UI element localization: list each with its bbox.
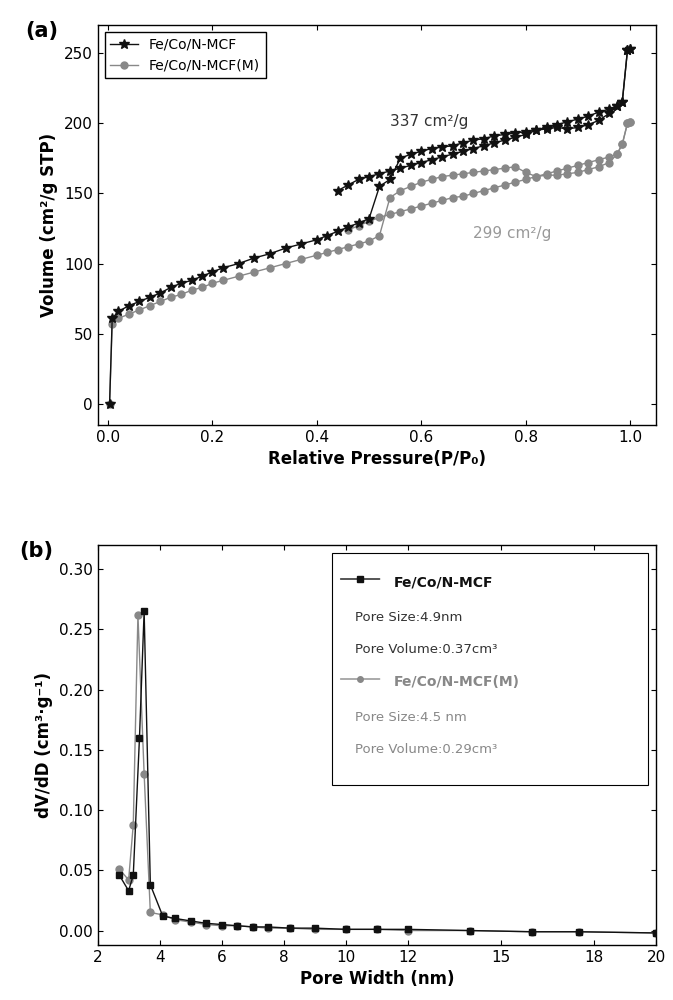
Text: Pore Volume:0.37cm³: Pore Volume:0.37cm³ bbox=[355, 643, 497, 656]
Text: 337 cm²/g: 337 cm²/g bbox=[390, 114, 468, 129]
FancyBboxPatch shape bbox=[332, 553, 648, 785]
Text: 299 cm²/g: 299 cm²/g bbox=[474, 226, 552, 241]
Text: Pore Size:4.5 nm: Pore Size:4.5 nm bbox=[355, 711, 466, 724]
X-axis label: Pore Width (nm): Pore Width (nm) bbox=[299, 970, 454, 988]
Text: Fe/Co/N-MCF(M): Fe/Co/N-MCF(M) bbox=[394, 675, 520, 689]
Text: Fe/Co/N-MCF: Fe/Co/N-MCF bbox=[394, 575, 493, 589]
Y-axis label: Volume (cm²/g STP): Volume (cm²/g STP) bbox=[40, 133, 59, 317]
X-axis label: Relative Pressure(P/P₀): Relative Pressure(P/P₀) bbox=[268, 450, 486, 468]
Text: Pore Size:4.9nm: Pore Size:4.9nm bbox=[355, 611, 462, 624]
Text: Pore Volume:0.29cm³: Pore Volume:0.29cm³ bbox=[355, 743, 497, 756]
Legend: Fe/Co/N-MCF, Fe/Co/N-MCF(M): Fe/Co/N-MCF, Fe/Co/N-MCF(M) bbox=[104, 32, 266, 78]
Y-axis label: dV/dD (cm³·g⁻¹): dV/dD (cm³·g⁻¹) bbox=[35, 672, 53, 818]
Text: (b): (b) bbox=[20, 541, 53, 561]
Text: (a): (a) bbox=[25, 21, 58, 41]
